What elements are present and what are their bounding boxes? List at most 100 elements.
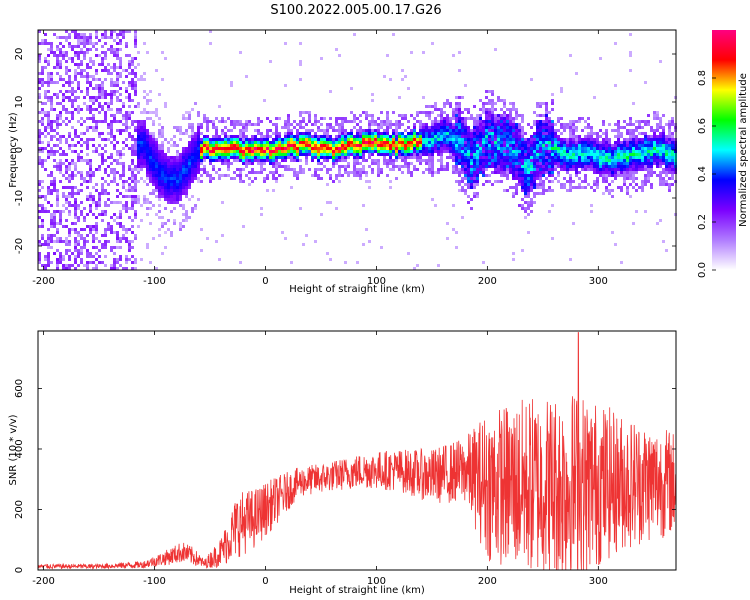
spectrogram-cell [536, 165, 539, 168]
spectrogram-cell [86, 144, 89, 147]
spectrogram-cell [155, 111, 158, 114]
spectrogram-cell [359, 171, 362, 174]
spectrogram-cell [575, 141, 578, 144]
spectrogram-cell [512, 141, 515, 144]
spectrogram-cell [179, 162, 182, 165]
spectrogram-cell [473, 129, 476, 132]
spectrogram-cell [554, 135, 557, 138]
spectrogram-cell [527, 186, 530, 189]
spectrogram-cell [638, 144, 641, 147]
spectrogram-cell [116, 234, 119, 237]
spectrogram-cell [542, 162, 545, 165]
spectrogram-cell [458, 162, 461, 165]
spectrogram-cell [605, 138, 608, 141]
spectrogram-cell [305, 153, 308, 156]
spectrogram-cell [215, 141, 218, 144]
spectrogram-cell [98, 261, 101, 264]
spectrogram-cell [587, 117, 590, 120]
spectrogram-cell [131, 111, 134, 114]
spectrogram-cell [491, 162, 494, 165]
spectrogram-cell [356, 132, 359, 135]
spectrogram-cell [404, 144, 407, 147]
spectrogram-cell [38, 72, 41, 75]
spectrogram-cell [275, 132, 278, 135]
spectrogram-cell [416, 147, 419, 150]
spectrogram-cell [113, 231, 116, 234]
spectrogram-cell [482, 126, 485, 129]
spectrogram-cell [152, 153, 155, 156]
spectrogram-cell [401, 135, 404, 138]
spectrogram-cell [71, 105, 74, 108]
spectrogram-cell [359, 126, 362, 129]
spectrogram-cell [62, 51, 65, 54]
spectrogram-cell [287, 153, 290, 156]
spectrogram-cell [104, 204, 107, 207]
spectrogram-cell [551, 162, 554, 165]
spectrogram-cell [521, 249, 524, 252]
spectrogram-cell [185, 171, 188, 174]
spectrogram-cell [431, 126, 434, 129]
spectrogram-cell [455, 111, 458, 114]
spectrogram-cell [353, 150, 356, 153]
spectrogram-cell [353, 156, 356, 159]
spectrogram-cell [239, 147, 242, 150]
spectrogram-cell [119, 99, 122, 102]
spectrogram-cell [518, 147, 521, 150]
spectrogram-cell [146, 117, 149, 120]
spectrogram-cell [176, 177, 179, 180]
spectrogram-cell [611, 156, 614, 159]
spectrogram-cell [338, 171, 341, 174]
spectrogram-cell [41, 165, 44, 168]
spectrogram-cell [332, 165, 335, 168]
spectrogram-cell [509, 162, 512, 165]
spectrogram-cell [569, 54, 572, 57]
spectrogram-cell [635, 129, 638, 132]
spectrogram-cell [539, 126, 542, 129]
spectrogram-cell [254, 150, 257, 153]
spectrogram-cell [650, 174, 653, 177]
spectrogram-cell [134, 216, 137, 219]
spectrogram-cell [338, 117, 341, 120]
spectrogram-cell [38, 93, 41, 96]
spectrogram-cell [320, 129, 323, 132]
spectrogram-cell [311, 147, 314, 150]
spectrogram-cell [452, 138, 455, 141]
spectrogram-cell [473, 180, 476, 183]
spectrogram-cell [161, 132, 164, 135]
spectrogram-cell [476, 141, 479, 144]
spectrogram-cell [560, 186, 563, 189]
spectrogram-cell [239, 138, 242, 141]
spectrogram-cell [143, 201, 146, 204]
spectrogram-cell [56, 198, 59, 201]
spectrogram-cell [662, 150, 665, 153]
spectrogram-cell [170, 165, 173, 168]
spectrogram-cell [131, 135, 134, 138]
spectrogram-cell [464, 141, 467, 144]
spectrogram-cell [629, 141, 632, 144]
spectrogram-cell [500, 144, 503, 147]
spectrogram-cell [68, 186, 71, 189]
spectrogram-cell [212, 168, 215, 171]
spectrogram-cell [56, 231, 59, 234]
spectrogram-cell [263, 141, 266, 144]
spectrogram-cell [308, 111, 311, 114]
spectrogram-cell [476, 156, 479, 159]
spectrogram-cell [386, 129, 389, 132]
spectrogram-cell [650, 153, 653, 156]
spectrogram-cell [164, 105, 167, 108]
spectrogram-cell [344, 129, 347, 132]
spectrogram-cell [191, 108, 194, 111]
spectrogram-cell [155, 186, 158, 189]
spectrogram-cell [563, 129, 566, 132]
spectrogram-cell [212, 135, 215, 138]
spectrogram-cell [176, 180, 179, 183]
spectrogram-cell [284, 153, 287, 156]
spectrogram-cell [515, 138, 518, 141]
spectrogram-cell [398, 135, 401, 138]
spectrogram-cell [500, 114, 503, 117]
spectrogram-cell [119, 156, 122, 159]
spectrogram-cell [617, 153, 620, 156]
spectrogram-cell [182, 213, 185, 216]
spectrogram-cell [401, 171, 404, 174]
spectrogram-cell [122, 204, 125, 207]
